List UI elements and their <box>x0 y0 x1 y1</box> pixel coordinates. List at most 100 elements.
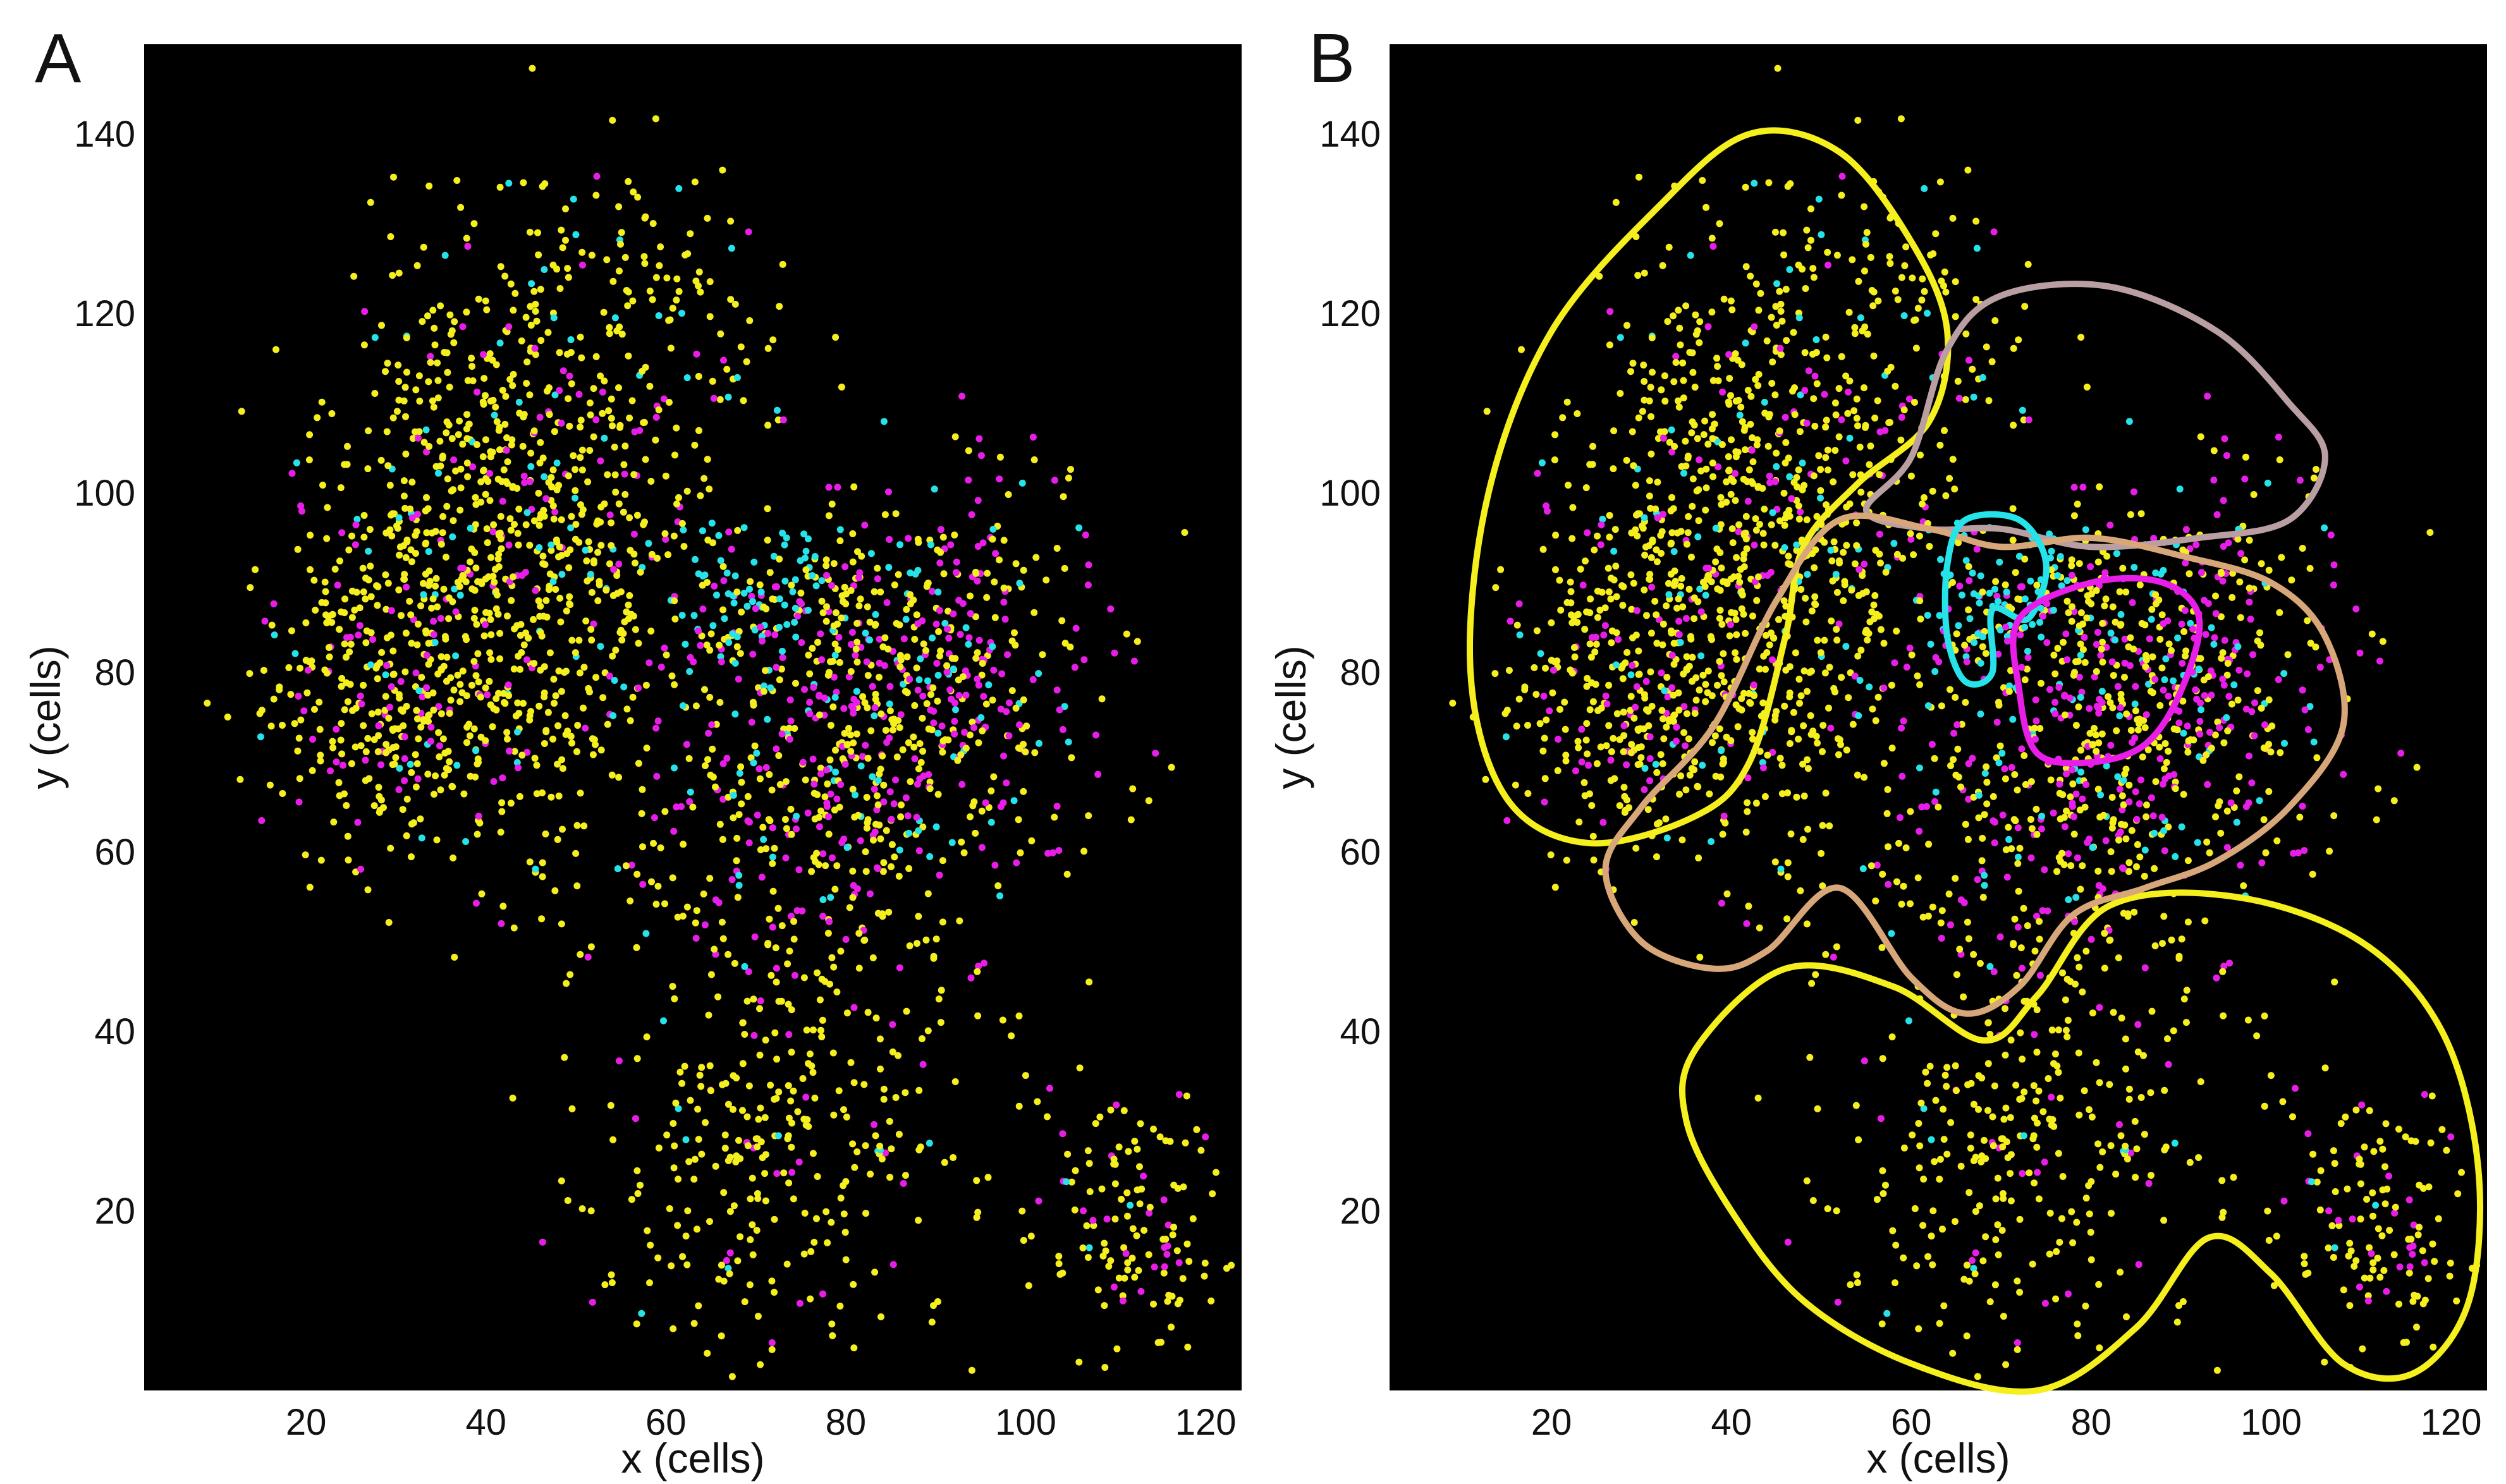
scatter-point <box>2414 1231 2422 1239</box>
scatter-point <box>1682 437 1689 445</box>
scatter-point <box>775 1088 783 1096</box>
scatter-point <box>1843 746 1850 754</box>
scatter-point <box>2156 755 2164 762</box>
scatter-point <box>408 514 416 521</box>
scatter-point <box>2070 813 2077 820</box>
scatter-point <box>2110 816 2117 824</box>
scatter-point <box>885 908 893 916</box>
scatter-point <box>1769 748 1776 756</box>
scatter-point <box>850 1079 858 1086</box>
scatter-point <box>1120 1107 1128 1114</box>
scatter-point <box>288 470 296 477</box>
scatter-point <box>1578 758 1586 766</box>
scatter-point <box>2206 849 2213 856</box>
scatter-point <box>683 741 690 748</box>
scatter-point <box>860 937 868 944</box>
scatter-point <box>1565 482 1572 489</box>
scatter-point <box>1996 933 2004 940</box>
scatter-point <box>790 935 798 943</box>
scatter-point <box>1810 472 1818 480</box>
scatter-point <box>871 1121 877 1128</box>
scatter-point <box>1979 643 1986 650</box>
scatter-point <box>1668 684 1676 691</box>
scatter-point <box>599 410 606 417</box>
scatter-point <box>1935 803 1942 811</box>
scatter-point <box>2109 603 2117 611</box>
scatter-point <box>492 403 499 411</box>
scatter-point <box>2117 696 2125 703</box>
scatter-point <box>1838 416 1845 423</box>
scatter-point <box>357 865 364 873</box>
scatter-point <box>791 725 798 732</box>
scatter-point <box>1646 477 1653 485</box>
scatter-point <box>566 593 573 600</box>
scatter-point <box>804 607 812 614</box>
scatter-point <box>974 1208 982 1216</box>
scatter-point <box>1160 1269 1168 1277</box>
scatter-point <box>1649 368 1656 376</box>
scatter-point <box>666 399 673 406</box>
scatter-point <box>1853 395 1861 403</box>
scatter-point <box>717 653 724 660</box>
scatter-point <box>444 475 451 483</box>
scatter-point <box>1555 736 1562 743</box>
scatter-point <box>2007 1197 2015 1205</box>
scatter-point <box>797 589 805 597</box>
scatter-point <box>1641 551 1649 559</box>
scatter-point <box>1683 666 1690 674</box>
scatter-point <box>2421 1259 2428 1267</box>
scatter-point <box>268 621 276 629</box>
scatter-point <box>472 747 479 755</box>
scatter-point <box>435 703 443 710</box>
scatter-point <box>2213 974 2220 982</box>
scatter-point <box>1744 497 1752 505</box>
scatter-point <box>362 748 370 755</box>
scatter-point <box>1836 559 1843 567</box>
scatter-point <box>445 615 453 623</box>
scatter-point <box>365 576 372 584</box>
scatter-point <box>1728 306 1736 313</box>
scatter-point <box>1161 1263 1168 1270</box>
scatter-point <box>660 395 668 403</box>
scatter-point <box>1755 307 1763 314</box>
scatter-point <box>2163 758 2170 766</box>
scatter-point <box>1880 640 1888 647</box>
scatter-point <box>600 308 608 316</box>
scatter-point <box>382 368 389 375</box>
scatter-point <box>965 477 972 484</box>
scatter-point <box>565 274 572 281</box>
scatter-point <box>469 463 477 471</box>
scatter-point <box>463 234 470 242</box>
scatter-point <box>315 698 323 706</box>
scatter-point <box>449 533 456 540</box>
scatter-point <box>1507 617 1514 625</box>
scatter-point <box>978 671 986 679</box>
scatter-point <box>546 649 554 657</box>
scatter-point <box>2304 726 2312 733</box>
scatter-point <box>1996 742 2004 750</box>
scatter-point <box>2074 954 2081 961</box>
scatter-point <box>1675 689 1682 696</box>
scatter-point <box>706 647 714 654</box>
scatter-point <box>541 561 549 568</box>
scatter-point <box>2214 718 2222 726</box>
scatter-point <box>2202 631 2210 638</box>
scatter-point <box>382 571 389 578</box>
scatter-point <box>396 765 403 772</box>
scatter-point <box>864 816 872 824</box>
scatter-point <box>886 1117 893 1125</box>
scatter-point <box>2142 711 2150 719</box>
scatter-point <box>1809 350 1816 358</box>
scatter-point <box>1866 461 1873 468</box>
scatter-point <box>669 1325 677 1332</box>
scatter-point <box>2256 797 2263 805</box>
scatter-point <box>609 116 616 124</box>
scatter-point <box>335 779 343 786</box>
scatter-point <box>1635 647 1642 655</box>
scatter-point <box>837 947 845 955</box>
scatter-point <box>2115 836 2122 844</box>
scatter-point <box>2217 829 2225 837</box>
scatter-point <box>975 435 983 442</box>
scatter-point <box>721 1131 729 1139</box>
scatter-point <box>343 802 350 809</box>
